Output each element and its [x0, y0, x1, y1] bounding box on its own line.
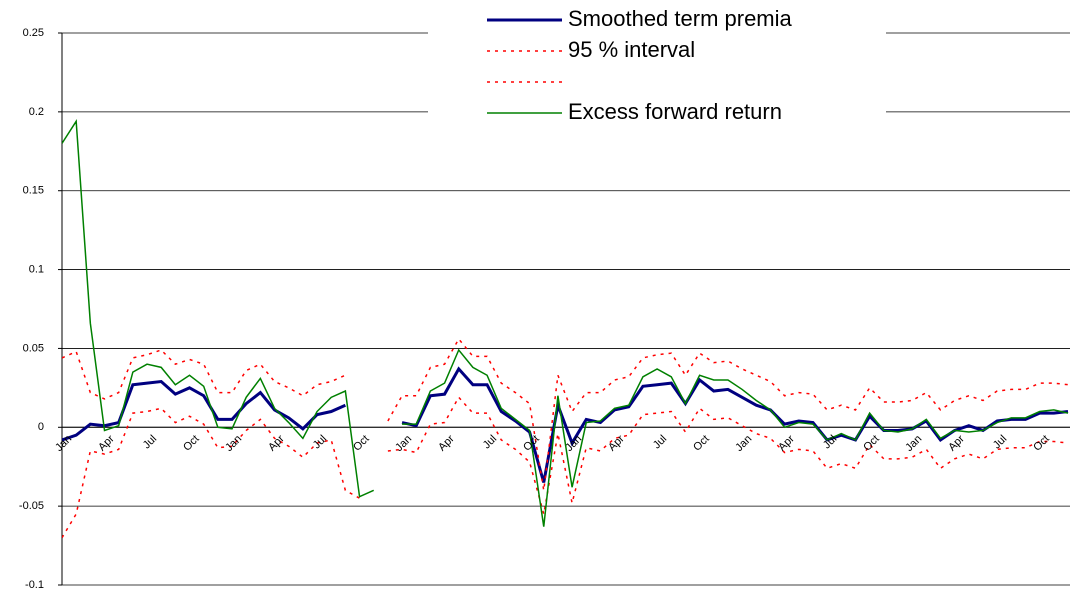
series-line [62, 119, 375, 498]
y-tick-label: 0 [38, 421, 44, 433]
y-tick-label: 0.05 [23, 342, 44, 354]
x-tick-label: Apr [266, 433, 287, 454]
legend-label: Excess forward return [568, 99, 782, 124]
x-tick-label: Jul [141, 433, 159, 451]
x-tick-label: Oct [181, 433, 202, 454]
x-tick-label: Apr [606, 433, 627, 454]
series-line [402, 348, 1069, 527]
y-tick-label: 0.15 [23, 185, 44, 197]
x-tick-label: Oct [351, 433, 372, 454]
series-line [62, 379, 346, 442]
legend-box [428, 2, 886, 126]
plot-area [62, 119, 1069, 539]
y-tick-label: 0.2 [29, 106, 44, 118]
x-tick-label: Oct [1031, 433, 1052, 454]
x-tick-label: Jan [903, 433, 924, 454]
x-tick-label: Oct [861, 433, 882, 454]
x-tick-label: Apr [96, 433, 117, 454]
series-line [387, 337, 1069, 491]
y-tick-label: 0.25 [23, 27, 44, 39]
x-tick-label: Apr [776, 433, 797, 454]
y-tick-label: -0.1 [25, 579, 44, 591]
legend-label: Smoothed term premia [568, 6, 793, 31]
x-tick-label: Apr [946, 433, 967, 454]
legend-label: 95 % interval [568, 37, 695, 62]
series-line [62, 407, 360, 539]
series-line [62, 349, 346, 400]
series-line [387, 396, 1069, 515]
x-tick-label: Apr [436, 433, 457, 454]
legend: Smoothed term premia 95 % interval Excess … [487, 6, 793, 124]
x-tick-label: Jan [393, 433, 414, 454]
x-tick-label: Jul [311, 433, 329, 451]
x-tick-label: Oct [521, 433, 542, 454]
y-tick-label: -0.05 [19, 500, 44, 512]
x-tick-label: Oct [691, 433, 712, 454]
x-tick-label: Jan [733, 433, 754, 454]
x-tick-label: Jul [481, 433, 499, 451]
series-line [401, 366, 1069, 483]
y-tick-label: 0.1 [29, 263, 44, 275]
x-tick-label: Jul [651, 433, 669, 451]
